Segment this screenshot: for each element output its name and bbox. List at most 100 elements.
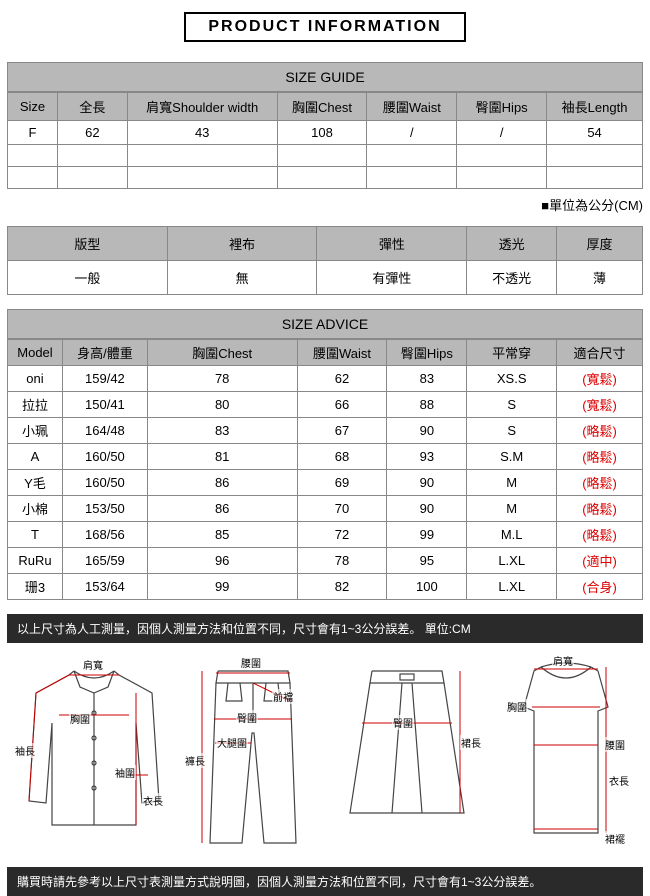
cell: 165/59 <box>62 548 147 574</box>
note-top: 以上尺寸為人工測量，因個人測量方法和位置不同，尺寸會有1~3公分誤差。 單位:C… <box>7 614 643 643</box>
table-row: 小棉153/50867090M(略鬆) <box>8 496 643 522</box>
cell: 86 <box>147 470 297 496</box>
cell: 70 <box>297 496 387 522</box>
cell: 96 <box>147 548 297 574</box>
size-guide-col: 肩寬Shoulder width <box>127 93 277 121</box>
size-guide-body: F6243108//54 <box>8 121 643 189</box>
cell: 66 <box>297 392 387 418</box>
cell: 108 <box>277 121 367 145</box>
cell: Y毛 <box>8 470 63 496</box>
cell: 69 <box>297 470 387 496</box>
cell: 90 <box>387 470 467 496</box>
props-header-row: 版型裡布彈性透光厚度 <box>8 227 643 261</box>
table-row: oni159/42786283XS.S(寬鬆) <box>8 366 643 392</box>
cell: 小棉 <box>8 496 63 522</box>
fit-cell: (略鬆) <box>557 470 643 496</box>
diagram-row: 肩寬 胸圍 袖長 袖圍 衣長 腰圍 前襠 臀圍 大腿圍 褲長 <box>7 653 643 853</box>
label-skirt-hips: 臀圍 <box>392 715 414 730</box>
note-bottom: 購買時請先參考以上尺寸表測量方式說明圖，因個人測量方法和位置不同，尺寸會有1~3… <box>7 867 643 896</box>
cell: 拉拉 <box>8 392 63 418</box>
cell: 160/50 <box>62 470 147 496</box>
size-advice-title: SIZE ADVICE <box>7 309 643 339</box>
cell: 150/41 <box>62 392 147 418</box>
cell: 99 <box>387 522 467 548</box>
cell: 68 <box>297 444 387 470</box>
table-row: 小珮164/48836790S(略鬆) <box>8 418 643 444</box>
label-chest: 胸圍 <box>69 711 91 726</box>
size-guide-col: 袖長Length <box>547 93 643 121</box>
table-row: RuRu165/59967895L.XL(適中) <box>8 548 643 574</box>
diagram-skirt: 臀圍 裙長 <box>332 653 482 833</box>
size-guide-col: 胸圍Chest <box>277 93 367 121</box>
cell: 83 <box>147 418 297 444</box>
props-col: 裡布 <box>167 227 317 261</box>
props-table: 版型裡布彈性透光厚度 一般無有彈性不透光薄 <box>7 226 643 295</box>
label-cuff: 袖圍 <box>114 765 136 780</box>
unit-note: ■單位為公分(CM) <box>0 195 643 214</box>
advice-body: oni159/42786283XS.S(寬鬆)拉拉150/41806688S(寬… <box>8 366 643 600</box>
cell: 珊3 <box>8 574 63 600</box>
props-value-row: 一般無有彈性不透光薄 <box>8 261 643 295</box>
cell <box>457 145 547 167</box>
cell: F <box>8 121 58 145</box>
fit-cell: (寬鬆) <box>557 392 643 418</box>
cell: S <box>467 392 557 418</box>
label-pantlen: 褲長 <box>184 753 206 768</box>
cell <box>367 167 457 189</box>
cell: A <box>8 444 63 470</box>
size-guide-title: SIZE GUIDE <box>7 62 643 92</box>
label-dress-chest: 胸圍 <box>506 699 528 714</box>
label-skirtlen: 裙長 <box>460 735 482 750</box>
cell <box>8 167 58 189</box>
cell: 小珮 <box>8 418 63 444</box>
cell <box>547 167 643 189</box>
cell: 78 <box>147 366 297 392</box>
cell: 43 <box>127 121 277 145</box>
label-thigh: 大腿圍 <box>216 735 248 750</box>
cell: 78 <box>297 548 387 574</box>
cell: RuRu <box>8 548 63 574</box>
label-shoulder: 肩寬 <box>82 657 104 672</box>
cell <box>457 167 547 189</box>
fit-cell: (適中) <box>557 548 643 574</box>
label-bodylen: 衣長 <box>142 793 164 808</box>
cell: 薄 <box>557 261 643 295</box>
cell: XS.S <box>467 366 557 392</box>
cell: 無 <box>167 261 317 295</box>
cell: / <box>457 121 547 145</box>
cell: 不透光 <box>467 261 557 295</box>
cell: 164/48 <box>62 418 147 444</box>
cell: S <box>467 418 557 444</box>
cell: 80 <box>147 392 297 418</box>
cell: oni <box>8 366 63 392</box>
label-waist: 腰圍 <box>240 655 262 670</box>
cell: 99 <box>147 574 297 600</box>
advice-col: 適合尺寸 <box>557 340 643 366</box>
cell: 153/50 <box>62 496 147 522</box>
label-front-rise: 前襠 <box>272 689 294 704</box>
cell: 82 <box>297 574 387 600</box>
cell: 85 <box>147 522 297 548</box>
cell: 72 <box>297 522 387 548</box>
cell: 有彈性 <box>317 261 467 295</box>
cell: / <box>367 121 457 145</box>
cell <box>277 167 367 189</box>
advice-header-row: Model身高/體重胸圍Chest腰圍Waist臀圍Hips平常穿適合尺寸 <box>8 340 643 366</box>
advice-col: Model <box>8 340 63 366</box>
fit-cell: (寬鬆) <box>557 366 643 392</box>
advice-col: 臀圍Hips <box>387 340 467 366</box>
cell: 159/42 <box>62 366 147 392</box>
cell: 62 <box>297 366 387 392</box>
table-row: Y毛160/50866990M(略鬆) <box>8 470 643 496</box>
header-bar: PRODUCT INFORMATION <box>0 12 650 42</box>
cell: T <box>8 522 63 548</box>
cell <box>57 145 127 167</box>
table-row: T168/56857299M.L(略鬆) <box>8 522 643 548</box>
cell: M <box>467 496 557 522</box>
cell: 83 <box>387 366 467 392</box>
cell: 90 <box>387 496 467 522</box>
fit-cell: (略鬆) <box>557 496 643 522</box>
label-hips: 臀圍 <box>236 710 258 725</box>
label-dress-hem: 裙襬 <box>604 831 626 846</box>
fit-cell: (略鬆) <box>557 418 643 444</box>
